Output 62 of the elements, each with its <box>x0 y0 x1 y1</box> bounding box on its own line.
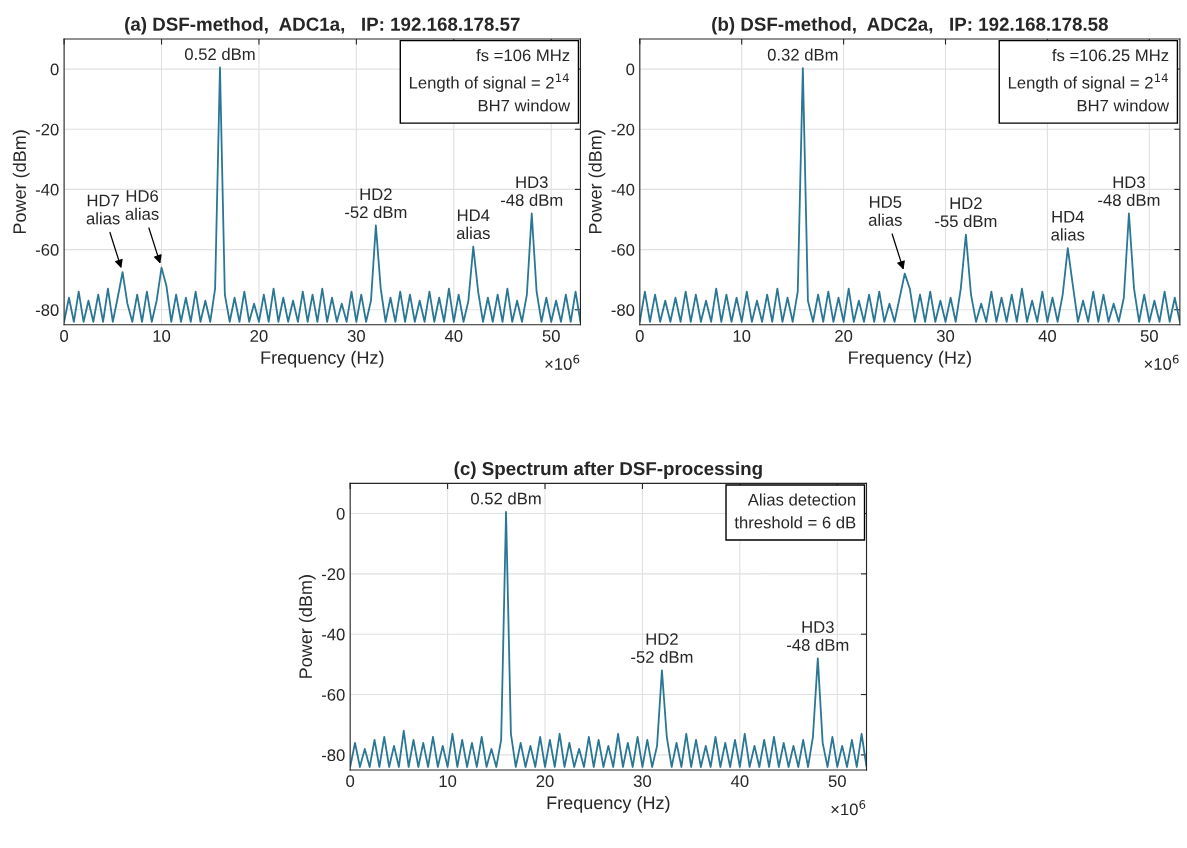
y-tick-label: -40 <box>611 183 635 196</box>
x-tick-label: 10 <box>153 330 171 342</box>
annotation: 0.52 dBm <box>471 492 541 505</box>
y-tick-label: -40 <box>35 183 59 196</box>
annotation: HD3 -48 dBm <box>1098 176 1160 207</box>
y-tick-label: -20 <box>321 568 345 581</box>
x-axis-title: Frequency (Hz) <box>849 350 971 368</box>
y-tick-label: -80 <box>321 749 345 762</box>
annotation: Alias detection threshold = 6 dB <box>734 493 856 529</box>
x-tick-label: 10 <box>439 775 457 788</box>
x-tick-label: 10 <box>733 330 751 342</box>
text: ×10$^{6}$ <box>831 800 866 816</box>
annotation: HD6 alias <box>125 190 159 220</box>
text: ×10$^{6}$ <box>1144 354 1179 370</box>
text: fs =106 MHz Length of signal = 2$^{14}$ BH7 window <box>409 49 571 112</box>
y-tick-label: -20 <box>35 123 59 136</box>
x-axis-title: Frequency (Hz) <box>547 795 670 813</box>
y-tick-label: 0 <box>626 63 635 76</box>
annotation: HD3 -48 dBm <box>500 176 563 207</box>
y-tick-label: 0 <box>336 507 345 520</box>
annotation: HD2 -52 dBm <box>631 633 693 663</box>
annotation: HD5 alias <box>868 196 902 226</box>
y-axis-title: Power (dBm) <box>588 130 606 234</box>
x-tick-label: 20 <box>835 330 853 342</box>
annotation: HD7 alias <box>86 194 120 225</box>
chart-title: (b) DSF-method, ADC2a, IP: 192.168.178.58 <box>712 17 1108 35</box>
text: fs =106.25 MHz Length of signal = 2$^{14}$ BH7 window <box>1008 49 1170 112</box>
x-tick-label: 0 <box>60 330 69 342</box>
annotation: HD2 -55 dBm <box>935 197 997 228</box>
x-axis-title: Frequency (Hz) <box>261 350 384 368</box>
x-tick-label: 40 <box>444 330 463 342</box>
x-tick-label: 0 <box>635 330 644 342</box>
y-tick-label: -80 <box>35 304 59 316</box>
x-tick-label: 30 <box>347 330 365 342</box>
y-tick-label: -60 <box>35 243 59 256</box>
x-tick-label: 20 <box>250 330 268 342</box>
x-tick-label: 50 <box>542 330 560 342</box>
y-tick-label: -80 <box>611 304 635 316</box>
y-tick-label: -40 <box>321 628 345 641</box>
y-tick-label: 0 <box>50 63 59 76</box>
x-tick-label: 40 <box>730 775 749 788</box>
text: ×10$^{6}$ <box>545 354 580 370</box>
annotation: 0.52 dBm <box>184 47 255 61</box>
x-tick-label: 50 <box>1140 330 1158 342</box>
y-tick-label: -60 <box>321 688 345 701</box>
annotation: HD2 -52 dBm <box>345 188 407 219</box>
x-tick-label: 40 <box>1038 330 1057 342</box>
y-tick-label: -20 <box>611 123 635 136</box>
x-tick-label: 30 <box>936 330 955 342</box>
x-tick-label: 20 <box>536 775 554 788</box>
annotation: HD4 alias <box>1051 211 1085 241</box>
y-axis-title: Power (dBm) <box>298 575 316 678</box>
x-tick-label: 50 <box>828 775 846 788</box>
chart-title: (a) DSF-method, ADC1a, IP: 192.168.178.57 <box>125 17 520 35</box>
x-tick-label: 0 <box>346 775 355 788</box>
y-axis-title: Power (dBm) <box>12 130 30 234</box>
annotation: 0.32 dBm <box>767 48 838 61</box>
annotation: HD4 alias <box>456 209 490 240</box>
y-tick-label: -60 <box>611 243 635 256</box>
x-tick-label: 30 <box>633 775 652 788</box>
chart-title: (c) Spectrum after DSF-processing <box>454 461 762 479</box>
annotation: HD3 -48 dBm <box>787 621 849 651</box>
